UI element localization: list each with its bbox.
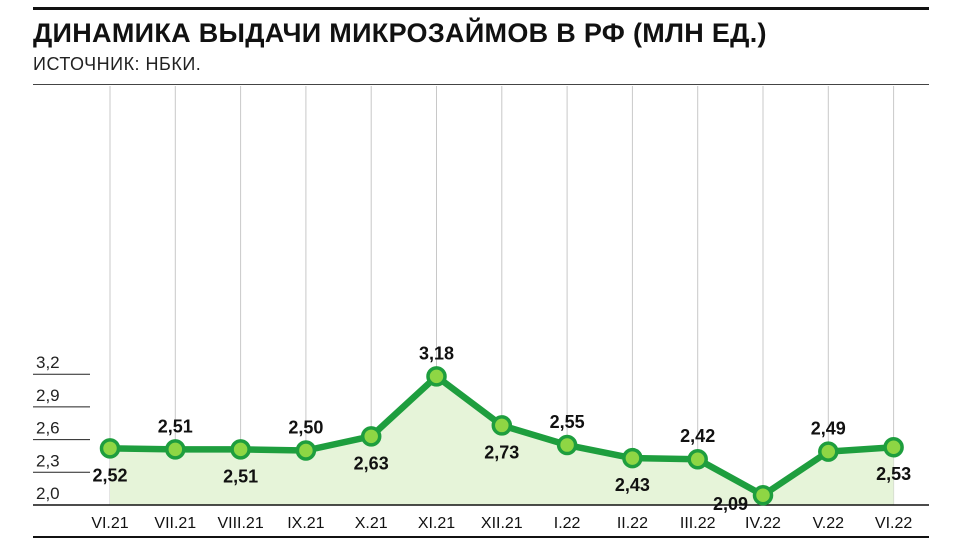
- data-point-XII.21: [491, 415, 513, 436]
- data-label-I.22: 2,55: [550, 412, 585, 432]
- data-point-III.22: [687, 448, 708, 470]
- data-label-XII.21: 2,73: [484, 442, 519, 462]
- data-point-VII.21: [165, 439, 186, 460]
- data-point-X.21: [360, 426, 382, 447]
- x-tick-label: VII.21: [154, 515, 196, 532]
- data-label-VII.21: 2,51: [158, 416, 193, 436]
- x-tick-label: I.22: [554, 515, 581, 532]
- data-points: [99, 366, 904, 506]
- data-labels: 2,52 2,51 2,51 2,50 2,63 3,18 2,73 2,55 2,43 2,42…: [92, 343, 911, 514]
- x-tick-label: II.22: [617, 515, 648, 532]
- data-label-VI.21: 2,52: [92, 465, 127, 485]
- top-rule: [33, 7, 929, 10]
- x-tick-label: V.22: [813, 515, 845, 532]
- data-point-VI.21: [99, 438, 121, 459]
- y-tick-label: 3,2: [36, 353, 60, 372]
- data-label-V.22: 2,49: [811, 419, 846, 439]
- header-divider: [33, 84, 929, 85]
- y-tick-label: 2,0: [36, 484, 60, 503]
- data-label-XI.21: 3,18: [419, 343, 454, 363]
- area-fill: [110, 376, 894, 505]
- data-label-IX.21: 2,50: [288, 418, 323, 438]
- x-axis-ticks: VI.21 VII.21 VIII.21 IX.21 X.21 XI.21 XII.21 I.…: [91, 515, 912, 532]
- data-label-VI.22: 2,53: [876, 464, 911, 484]
- x-tick-label: X.21: [355, 515, 388, 532]
- chart-title: ДИНАМИКА ВЫДАЧИ МИКРОЗАЙМОВ В РФ (МЛН ЕД…: [33, 18, 767, 48]
- data-point-VI.22: [883, 436, 904, 458]
- y-tick-label: 2,6: [36, 419, 60, 438]
- data-point-II.22: [622, 447, 643, 469]
- x-tick-label: XII.21: [481, 515, 523, 532]
- data-point-I.22: [556, 434, 578, 456]
- x-tick-label: VIII.21: [217, 515, 263, 532]
- y-tick-label: 2,9: [36, 386, 60, 405]
- x-tick-label: III.22: [680, 515, 716, 532]
- data-point-VIII.21: [230, 439, 251, 460]
- bottom-rule: [33, 536, 929, 538]
- y-tick-label: 2,3: [36, 451, 60, 470]
- x-tick-label: VI.21: [91, 515, 128, 532]
- data-point-XI.21: [426, 366, 447, 387]
- x-tick-label: XI.21: [418, 515, 455, 532]
- data-label-X.21: 2,63: [354, 453, 389, 473]
- data-label-II.22: 2,43: [615, 475, 650, 495]
- data-point-IV.22: [752, 484, 774, 506]
- data-point-IX.21: [295, 440, 317, 461]
- data-label-VIII.21: 2,51: [223, 466, 258, 486]
- data-label-IV.22: 2,09: [713, 494, 748, 514]
- x-tick-label: VI.22: [875, 515, 912, 532]
- data-point-V.22: [818, 441, 839, 462]
- y-axis: 2,0 2,3 2,6 2,9 3,2: [33, 353, 90, 506]
- x-tick-label: IV.22: [745, 515, 781, 532]
- data-label-III.22: 2,42: [680, 426, 715, 446]
- x-tick-label: IX.21: [287, 515, 324, 532]
- source-note: ИСТОЧНИК: НБКИ.: [33, 54, 202, 74]
